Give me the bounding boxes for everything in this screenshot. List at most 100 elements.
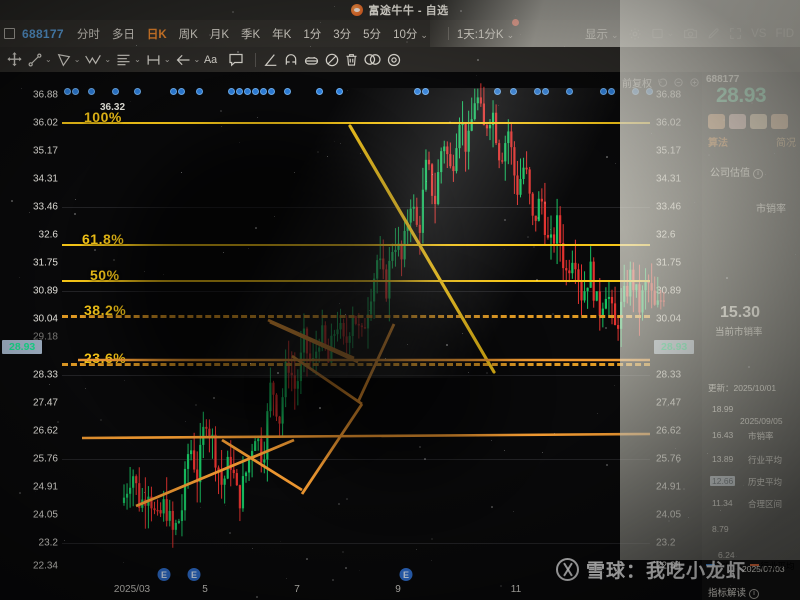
- time-axis: E E E 2025/03 5 7 9 11: [0, 568, 800, 600]
- event-marker-icon[interactable]: E: [187, 568, 201, 581]
- chevron-down-icon[interactable]: ⌄: [134, 55, 141, 64]
- indicator-explain-link[interactable]: 指标解读 i: [708, 585, 760, 599]
- chart-plot[interactable]: 100% 36.32 61.8% 50% 38.2% 23.6%: [62, 72, 665, 572]
- polygon-icon[interactable]: ⌄: [56, 52, 81, 68]
- period-3min[interactable]: 3分: [333, 28, 352, 41]
- trash-icon[interactable]: [344, 52, 359, 68]
- measure-range-icon[interactable]: ⌄: [145, 52, 171, 68]
- comment-icon[interactable]: [228, 52, 244, 67]
- period-10min[interactable]: 10分 ⌄: [393, 28, 428, 41]
- chip-icon[interactable]: [771, 114, 788, 129]
- layout-square-icon[interactable]: [4, 28, 15, 39]
- period-zhouk[interactable]: 周K: [178, 28, 198, 41]
- chevron-down-icon[interactable]: ⌄: [104, 55, 112, 64]
- zoom-in-icon[interactable]: [689, 77, 700, 88]
- period-yuek[interactable]: 月K: [209, 28, 229, 41]
- refresh-icon[interactable]: [657, 77, 668, 88]
- current-price-tag-right: 28.93: [654, 340, 695, 354]
- chip-icon[interactable]: [708, 114, 725, 129]
- adjust-mode-control[interactable]: 前复权: [622, 72, 702, 92]
- window-titlebar: 富途牛牛 - 自选: [0, 0, 800, 20]
- period-rik[interactable]: 日K: [146, 28, 167, 41]
- chart-area[interactable]: 36.88 36.02 35.17 34.31 33.46 32.6 31.75…: [0, 72, 800, 600]
- y-tick: 35.17: [656, 145, 682, 157]
- adjust-mode-label[interactable]: 前复权: [622, 78, 652, 90]
- period-fenshi[interactable]: 分时: [76, 28, 100, 41]
- zigzag-wave-icon[interactable]: ⌄: [84, 52, 111, 68]
- chip-icon[interactable]: [750, 114, 767, 129]
- panel-chips: [708, 114, 788, 129]
- period-duori[interactable]: 多日: [111, 28, 135, 41]
- chevron-down-icon[interactable]: ⌄: [163, 55, 171, 64]
- fibonacci-icon[interactable]: ⌄: [115, 52, 141, 68]
- arrow-left-icon[interactable]: ⌄: [175, 52, 201, 68]
- lock-icon[interactable]: [303, 52, 320, 68]
- settings-gear-icon[interactable]: [386, 52, 402, 68]
- timeframe-selector[interactable]: 1天:1分K ⌄: [457, 18, 520, 42]
- chevron-down-icon[interactable]: ⌄: [611, 29, 619, 40]
- xueqiu-logo-icon: [556, 558, 579, 581]
- event-marker-icon[interactable]: E: [157, 568, 171, 581]
- trendline-annotations[interactable]: [62, 72, 651, 572]
- crosshair-move-icon[interactable]: [6, 51, 23, 68]
- zoom-out-icon[interactable]: [673, 77, 684, 88]
- period-jik[interactable]: 季K: [241, 28, 261, 41]
- magnet-icon[interactable]: [283, 52, 299, 68]
- y-tick: 32.6: [38, 229, 58, 241]
- y-tick: 33.46: [32, 201, 58, 213]
- y-tick: 30.89: [656, 285, 682, 297]
- y-tick: 35.17: [32, 145, 58, 157]
- symbol-code[interactable]: 688177: [22, 26, 64, 41]
- camera-icon[interactable]: [683, 27, 698, 40]
- layout-panel-icon[interactable]: ⌄: [651, 27, 675, 40]
- fib-label: 38.2%: [84, 302, 127, 318]
- fullscreen-icon[interactable]: [729, 27, 742, 40]
- settings-gear-icon[interactable]: [628, 27, 642, 41]
- chevron-down-icon[interactable]: ⌄: [506, 29, 515, 40]
- chevron-down-icon[interactable]: ⌄: [420, 29, 428, 40]
- period-5min[interactable]: 5分: [363, 28, 382, 41]
- price-axis-left: 36.88 36.02 35.17 34.31 33.46 32.6 31.75…: [0, 72, 62, 572]
- period-1min[interactable]: 1分: [303, 28, 322, 41]
- y-tick: 30.89: [32, 285, 58, 297]
- date-bottom: 2025/07/03: [742, 564, 785, 574]
- y-tick: 27.47: [32, 397, 58, 409]
- chevron-down-icon[interactable]: ⌄: [666, 28, 675, 38]
- period-niank[interactable]: 年K: [272, 28, 292, 41]
- info-icon[interactable]: i: [749, 588, 760, 599]
- vs-label[interactable]: VS: [751, 27, 767, 40]
- main-toolbar: 688177 分时 多日 日K 周K 月K 季K 年K 1分 3分 5分 10分…: [0, 18, 800, 47]
- fib-label: 100%: [84, 109, 122, 125]
- fid-label[interactable]: FID: [775, 27, 794, 40]
- chevron-down-icon[interactable]: ⌄: [193, 55, 201, 64]
- x-tick: 2025/03: [113, 584, 151, 595]
- chevron-down-icon[interactable]: ⌄: [45, 55, 52, 64]
- event-marker-icon[interactable]: E: [399, 568, 413, 581]
- scale-label: 行业平均: [748, 455, 783, 465]
- info-icon[interactable]: i: [753, 168, 763, 179]
- y-tick: 33.46: [656, 201, 682, 213]
- valuation-title: 公司估值 i: [710, 164, 763, 179]
- x-tick: 5: [202, 584, 208, 595]
- text-aa-icon[interactable]: Aa: [204, 52, 224, 67]
- current-ps-value: 15.30: [720, 304, 761, 321]
- scale-value-highlight: 12.66: [710, 476, 736, 486]
- chevron-down-icon[interactable]: ⌄: [73, 55, 81, 64]
- scale-label: 市销率: [748, 431, 774, 441]
- futu-logo-icon: [351, 4, 364, 16]
- scale-value: 18.99: [712, 404, 734, 414]
- hide-icon[interactable]: [324, 52, 340, 68]
- y-tick: 25.76: [656, 453, 682, 465]
- legend-item-industry: 行业平均: [749, 560, 795, 572]
- trendline-icon[interactable]: ⌄: [27, 52, 52, 68]
- watermark: 雪球：我吃小龙虾: [556, 556, 746, 583]
- display-menu[interactable]: 显示 ⌄: [585, 28, 619, 41]
- y-tick: 34.31: [656, 173, 682, 185]
- tab-suanfa[interactable]: 算法: [708, 138, 728, 149]
- stock-info-panel[interactable]: 688177 28.93 算法 简况 公司估值 i 市销率 15.30 当前市销率…: [702, 72, 800, 600]
- clone-icon[interactable]: [363, 52, 382, 67]
- chip-icon[interactable]: [729, 114, 746, 129]
- tab-jiankuang[interactable]: 简况: [776, 138, 796, 149]
- angle-icon[interactable]: [263, 52, 279, 68]
- pencil-icon[interactable]: [707, 27, 720, 40]
